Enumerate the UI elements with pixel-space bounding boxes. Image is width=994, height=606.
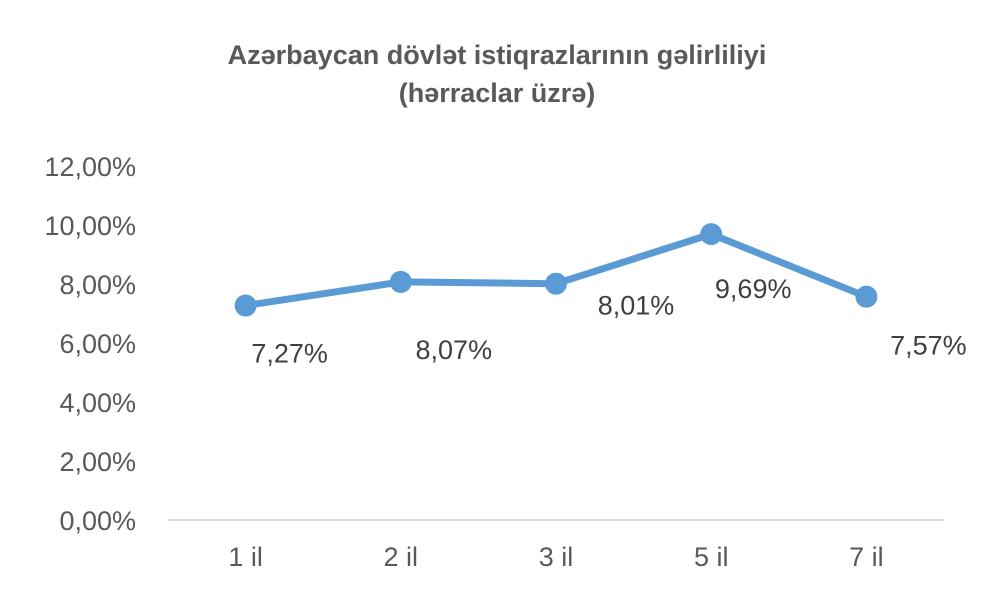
series-line-group — [234, 223, 878, 317]
data-point-marker — [545, 272, 567, 295]
chart-subtitle: (hərraclar üzrə) — [399, 78, 596, 108]
y-tick-label: 12,00% — [44, 152, 136, 182]
data-label: 7,57% — [890, 331, 967, 361]
chart-title: Azərbaycan dövlət istiqrazlarının gəlirl… — [228, 40, 767, 70]
x-tick-label: 3 il — [539, 542, 574, 572]
x-axis: 1 il 2 il 3 il 5 il 7 il — [228, 542, 883, 572]
data-point-marker — [700, 223, 723, 246]
y-tick-label: 0,00% — [59, 506, 136, 536]
data-point-marker — [234, 294, 257, 317]
y-tick-label: 10,00% — [44, 211, 136, 241]
x-tick-label: 2 il — [384, 542, 419, 572]
y-tick-label: 4,00% — [59, 388, 136, 418]
data-label: 8,01% — [598, 291, 675, 321]
data-point-marker — [389, 270, 412, 293]
data-label: 9,69% — [715, 274, 792, 304]
y-tick-label: 8,00% — [59, 270, 136, 300]
data-labels: 7,27% 8,07% 8,01% 9,69% 7,57% — [251, 274, 966, 368]
data-label: 7,27% — [251, 339, 328, 369]
y-tick-label: 6,00% — [59, 329, 136, 359]
data-point-marker — [855, 285, 878, 308]
x-tick-label: 7 il — [849, 542, 884, 572]
x-tick-label: 1 il — [228, 542, 263, 572]
x-tick-label: 5 il — [694, 542, 729, 572]
data-label: 8,07% — [416, 335, 493, 365]
y-axis: 0,00% 2,00% 4,00% 6,00% 8,00% 10,00% 12,00% — [44, 152, 136, 536]
y-tick-label: 2,00% — [59, 447, 136, 477]
